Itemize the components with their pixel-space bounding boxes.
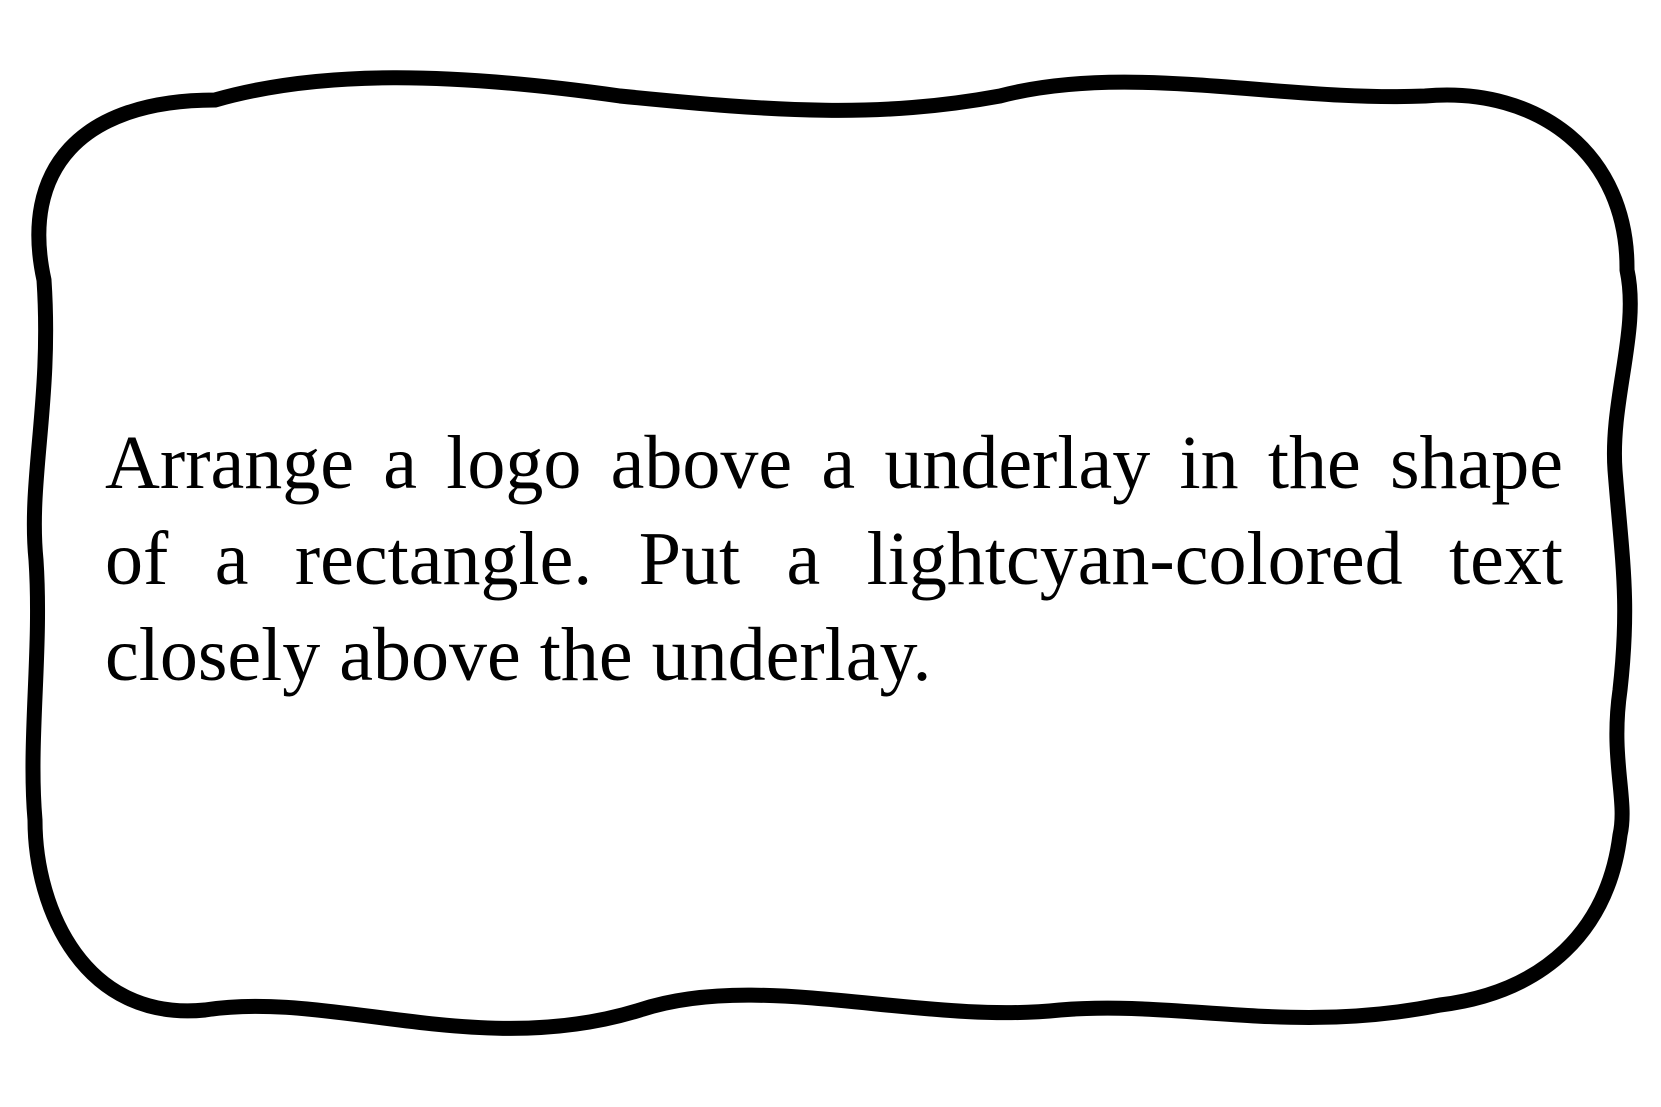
wavy-border-path (25, 70, 1638, 1036)
note-text: Arrange a logo above a underlay in the s… (105, 421, 1563, 697)
